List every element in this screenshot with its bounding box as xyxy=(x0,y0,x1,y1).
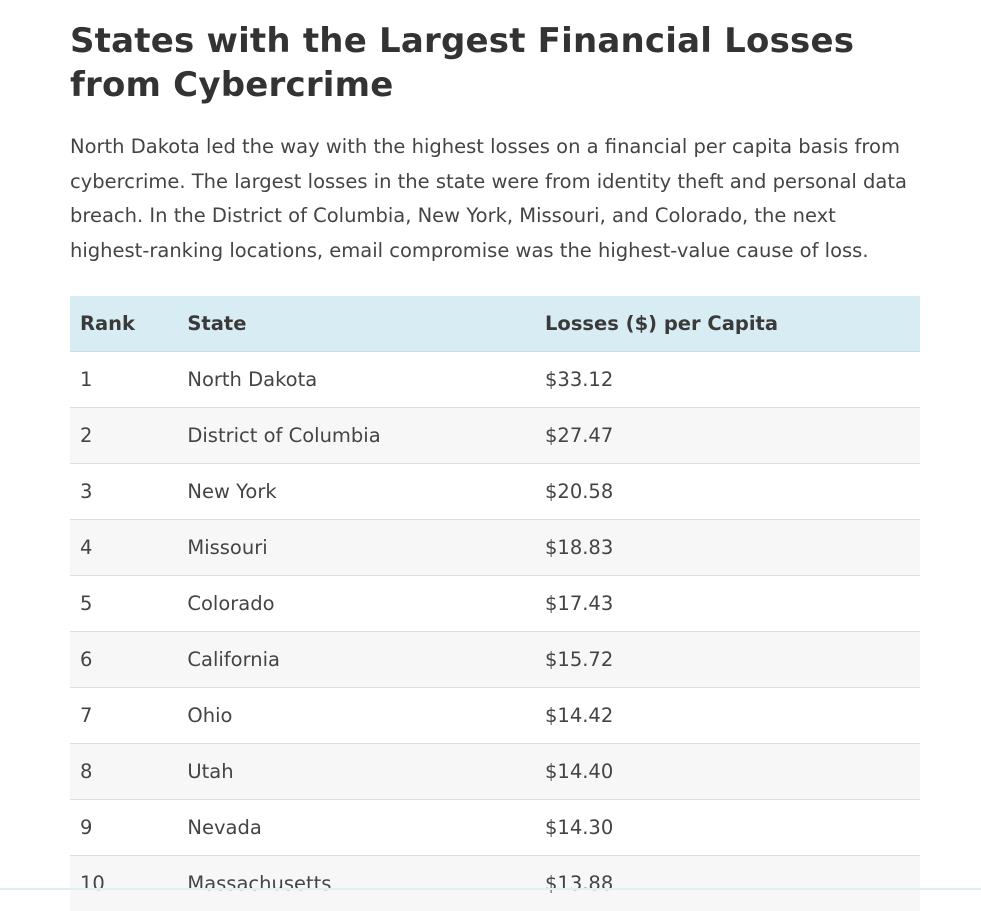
header-losses: Losses ($) per Capita xyxy=(535,296,920,352)
table-row: 7 Ohio $14.42 xyxy=(70,688,920,744)
cell-losses: $15.72 xyxy=(535,632,920,688)
cell-losses: $13.88 xyxy=(535,856,920,911)
page-title: States with the Largest Financial Losses… xyxy=(70,0,920,107)
table-row: 2 District of Columbia $27.47 xyxy=(70,408,920,464)
cell-losses: $14.30 xyxy=(535,800,920,856)
cell-state: Massachusetts xyxy=(177,856,535,911)
cell-rank: 7 xyxy=(70,688,177,744)
table-row: 8 Utah $14.40 xyxy=(70,744,920,800)
table-row: 6 California $15.72 xyxy=(70,632,920,688)
cell-rank: 5 xyxy=(70,576,177,632)
losses-table: Rank State Losses ($) per Capita 1 North… xyxy=(70,296,920,911)
table-row: 9 Nevada $14.30 xyxy=(70,800,920,856)
cell-state: North Dakota xyxy=(177,352,535,408)
table-header: Rank State Losses ($) per Capita xyxy=(70,296,920,352)
cell-state: California xyxy=(177,632,535,688)
cell-state: Missouri xyxy=(177,520,535,576)
table-body: 1 North Dakota $33.12 2 District of Colu… xyxy=(70,352,920,911)
table-row: 4 Missouri $18.83 xyxy=(70,520,920,576)
cell-losses: $33.12 xyxy=(535,352,920,408)
cell-losses: $27.47 xyxy=(535,408,920,464)
cell-rank: 1 xyxy=(70,352,177,408)
table-row: 3 New York $20.58 xyxy=(70,464,920,520)
cell-rank: 8 xyxy=(70,744,177,800)
cell-rank: 10 xyxy=(70,856,177,911)
header-rank: Rank xyxy=(70,296,177,352)
cell-losses: $20.58 xyxy=(535,464,920,520)
cell-state: Utah xyxy=(177,744,535,800)
cell-rank: 9 xyxy=(70,800,177,856)
table-header-row: Rank State Losses ($) per Capita xyxy=(70,296,920,352)
cell-losses: $17.43 xyxy=(535,576,920,632)
cell-losses: $14.40 xyxy=(535,744,920,800)
cell-losses: $14.42 xyxy=(535,688,920,744)
cell-state: Ohio xyxy=(177,688,535,744)
cell-rank: 6 xyxy=(70,632,177,688)
cell-state: Nevada xyxy=(177,800,535,856)
cell-state: Colorado xyxy=(177,576,535,632)
article-content: States with the Largest Financial Losses… xyxy=(70,0,920,268)
bottom-divider xyxy=(0,888,981,890)
cell-rank: 3 xyxy=(70,464,177,520)
cell-state: New York xyxy=(177,464,535,520)
header-state: State xyxy=(177,296,535,352)
cell-rank: 4 xyxy=(70,520,177,576)
table-row: 5 Colorado $17.43 xyxy=(70,576,920,632)
cell-losses: $18.83 xyxy=(535,520,920,576)
cell-rank: 2 xyxy=(70,408,177,464)
table-row: 10 Massachusetts $13.88 xyxy=(70,856,920,911)
table-row: 1 North Dakota $33.12 xyxy=(70,352,920,408)
cell-state: District of Columbia xyxy=(177,408,535,464)
intro-paragraph: North Dakota led the way with the highes… xyxy=(70,130,920,268)
